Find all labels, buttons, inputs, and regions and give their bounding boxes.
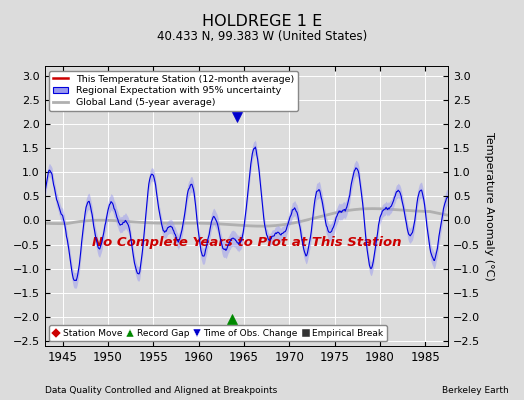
Y-axis label: Temperature Anomaly (°C): Temperature Anomaly (°C) <box>484 132 494 280</box>
Text: Data Quality Controlled and Aligned at Breakpoints: Data Quality Controlled and Aligned at B… <box>45 386 277 395</box>
Text: Berkeley Earth: Berkeley Earth <box>442 386 508 395</box>
Text: 40.433 N, 99.383 W (United States): 40.433 N, 99.383 W (United States) <box>157 30 367 43</box>
Legend: Station Move, Record Gap, Time of Obs. Change, Empirical Break: Station Move, Record Gap, Time of Obs. C… <box>49 325 387 342</box>
Text: HOLDREGE 1 E: HOLDREGE 1 E <box>202 14 322 29</box>
Text: No Complete Years to Plot at This Station: No Complete Years to Plot at This Statio… <box>92 236 401 249</box>
